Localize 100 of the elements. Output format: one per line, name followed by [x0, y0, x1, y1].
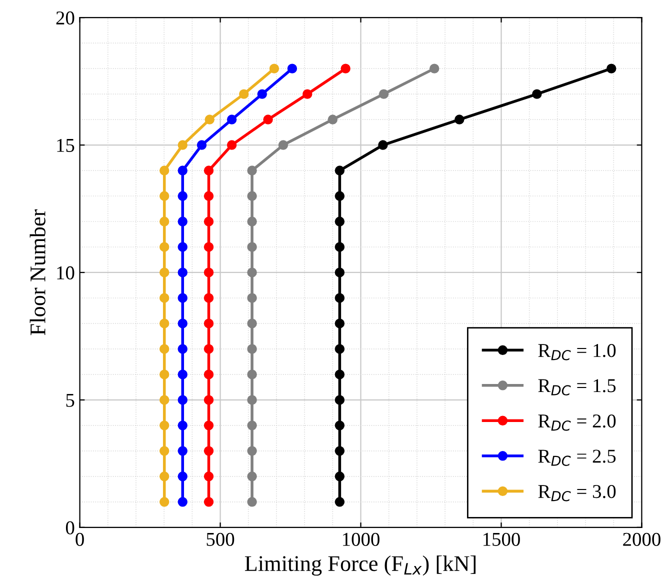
x-tick-label: 2000 — [623, 532, 660, 546]
point — [160, 268, 170, 278]
point — [178, 472, 188, 482]
point — [178, 216, 188, 226]
point — [204, 114, 214, 124]
point — [226, 140, 237, 150]
point — [204, 370, 214, 380]
legend-label: R$_{DC}$ = 1.5 — [538, 379, 616, 396]
point — [160, 446, 170, 456]
point — [287, 64, 298, 74]
point — [226, 114, 237, 124]
x-tick-label: 1000 — [343, 532, 380, 546]
point — [160, 216, 170, 226]
point — [160, 497, 170, 507]
point — [278, 140, 288, 150]
point — [178, 420, 188, 430]
legend-label: R$_{DC}$ = 2.0 — [538, 414, 616, 431]
point — [178, 242, 188, 252]
point — [204, 344, 214, 354]
point — [334, 472, 345, 482]
point — [178, 191, 188, 201]
point — [204, 268, 214, 278]
y-axis-title: Floor Number — [30, 209, 46, 336]
point — [160, 370, 170, 380]
point — [532, 89, 542, 99]
point — [160, 191, 170, 201]
point — [247, 216, 257, 226]
x-tick-label: 0 — [76, 532, 84, 546]
point — [178, 446, 188, 456]
point — [247, 472, 257, 482]
point — [334, 446, 345, 456]
x-tick-label: 500 — [206, 532, 234, 546]
point — [160, 420, 170, 430]
point — [378, 89, 389, 99]
point — [334, 166, 345, 176]
point — [204, 446, 214, 456]
point — [204, 420, 214, 430]
point — [204, 242, 214, 252]
point — [160, 166, 170, 176]
point — [247, 370, 257, 380]
point — [334, 420, 345, 430]
point — [247, 395, 257, 405]
point — [430, 64, 440, 74]
point — [334, 497, 345, 507]
point — [247, 268, 257, 278]
y-tick-label: 5 — [66, 394, 74, 407]
point — [334, 293, 345, 303]
point — [196, 140, 207, 150]
point — [160, 395, 170, 405]
point — [328, 114, 338, 124]
point — [247, 191, 257, 201]
point — [269, 64, 280, 74]
point — [247, 420, 257, 430]
point — [178, 293, 188, 303]
point — [204, 166, 214, 176]
point — [334, 191, 345, 201]
point — [204, 191, 214, 201]
legend-label: R$_{DC}$ = 1.0 — [538, 344, 616, 360]
point — [334, 268, 345, 278]
x-tick-label: 1500 — [484, 532, 520, 546]
point — [247, 318, 257, 328]
point — [178, 166, 188, 176]
point — [302, 89, 312, 99]
point — [378, 140, 388, 150]
point — [263, 114, 273, 124]
point — [247, 344, 257, 354]
point — [334, 370, 345, 380]
point — [334, 216, 345, 226]
point — [239, 89, 249, 99]
point — [178, 497, 188, 507]
point — [204, 293, 214, 303]
point — [334, 395, 345, 405]
point — [160, 318, 170, 328]
point — [204, 472, 214, 482]
point — [204, 318, 214, 328]
point — [247, 242, 257, 252]
point — [606, 64, 616, 74]
point — [178, 344, 188, 354]
point — [178, 395, 188, 405]
y-tick-label: 20 — [56, 11, 74, 25]
point — [178, 318, 188, 328]
point — [178, 370, 188, 380]
point — [334, 242, 345, 252]
point — [160, 344, 170, 354]
point — [334, 344, 345, 354]
point — [204, 216, 214, 226]
y-tick-label: 15 — [57, 138, 74, 152]
point — [160, 293, 170, 303]
point — [204, 395, 214, 405]
point — [334, 318, 345, 328]
y-tick-label: 0 — [66, 521, 74, 534]
y-tick-label: 10 — [57, 266, 74, 280]
point — [340, 64, 350, 74]
point — [160, 242, 170, 252]
point — [247, 446, 257, 456]
x-axis-title: Limiting Force (F$_{Lx}$) [kN] — [244, 555, 476, 576]
legend-label: R$_{DC}$ = 2.5 — [538, 450, 616, 466]
point — [160, 472, 170, 482]
point — [204, 497, 214, 507]
point — [247, 293, 257, 303]
